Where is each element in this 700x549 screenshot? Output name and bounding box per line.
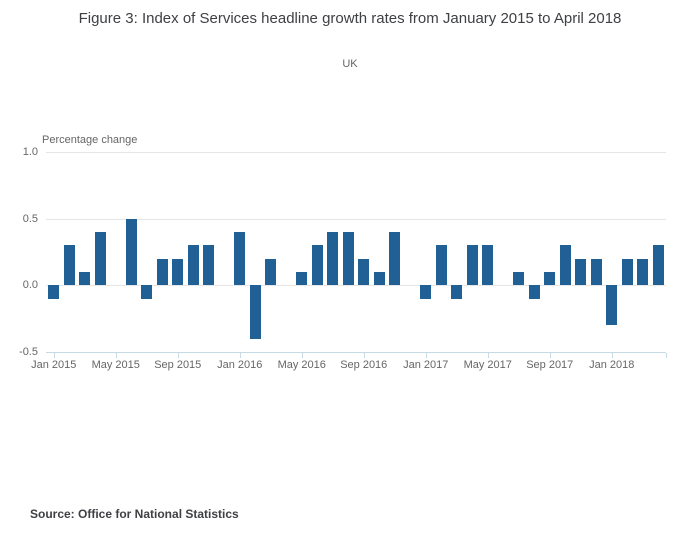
bar[interactable] xyxy=(156,258,168,286)
bar[interactable] xyxy=(528,285,540,299)
x-tick-mark xyxy=(115,353,117,358)
bar[interactable] xyxy=(606,285,618,326)
x-tick-mark xyxy=(549,353,551,358)
bar[interactable] xyxy=(513,272,525,286)
bar[interactable] xyxy=(637,258,649,286)
y-tick-label: -0.5 xyxy=(19,346,38,358)
x-axis-line xyxy=(46,352,666,353)
bar[interactable] xyxy=(358,258,370,286)
bar[interactable] xyxy=(544,272,556,286)
y-axis-title: Percentage change xyxy=(42,134,138,146)
bar[interactable] xyxy=(203,245,215,286)
x-tick-mark xyxy=(301,353,303,358)
x-tick-label: May 2016 xyxy=(277,359,326,371)
bar[interactable] xyxy=(435,245,447,286)
x-tick-label: Jan 2018 xyxy=(589,359,635,371)
x-tick-label: Jan 2016 xyxy=(217,359,263,371)
bar[interactable] xyxy=(373,272,385,286)
y-tick-label: 0.0 xyxy=(22,279,38,292)
bar[interactable] xyxy=(79,272,91,286)
bar[interactable] xyxy=(420,285,432,299)
bar[interactable] xyxy=(125,218,137,286)
bar[interactable] xyxy=(296,272,308,286)
gridline xyxy=(46,218,666,220)
x-tick-mark xyxy=(487,353,489,358)
x-tick-mark xyxy=(239,353,241,358)
source-text: Source: Office for National Statistics xyxy=(30,507,239,521)
bar[interactable] xyxy=(482,245,494,286)
x-tick-mark xyxy=(611,353,613,358)
bar[interactable] xyxy=(249,285,261,339)
bar[interactable] xyxy=(559,245,571,286)
bar[interactable] xyxy=(265,258,277,286)
x-tick-label: May 2017 xyxy=(463,359,512,371)
bar[interactable] xyxy=(234,232,246,286)
bar[interactable] xyxy=(63,245,75,286)
x-tick-label: Jan 2015 xyxy=(31,359,77,371)
x-tick-label: May 2015 xyxy=(91,359,140,371)
x-tick-label: Sep 2017 xyxy=(526,359,574,371)
gridline xyxy=(46,285,666,287)
x-tick-mark xyxy=(177,353,179,358)
bar[interactable] xyxy=(187,245,199,286)
x-tick-label: Sep 2015 xyxy=(154,359,202,371)
chart-title: Figure 3: Index of Services headline gro… xyxy=(78,10,622,27)
bar[interactable] xyxy=(327,232,339,286)
bar[interactable] xyxy=(652,245,664,286)
bar[interactable] xyxy=(48,285,60,299)
bar[interactable] xyxy=(342,232,354,286)
plot-area: Jan 2015 May 2015 Sep 2015 Jan 2016 May 2016… xyxy=(31,152,667,371)
x-tick-mark xyxy=(666,353,667,358)
bar[interactable] xyxy=(466,245,478,286)
bar[interactable] xyxy=(389,232,401,286)
x-tick-mark xyxy=(53,353,55,358)
bar[interactable] xyxy=(451,285,463,299)
bar[interactable] xyxy=(172,258,184,286)
x-tick-mark xyxy=(425,353,427,358)
y-tick-label: 0.5 xyxy=(22,212,38,225)
bar[interactable] xyxy=(141,285,153,299)
bar[interactable] xyxy=(311,245,323,286)
chart-subtitle: UK xyxy=(342,58,358,70)
gridline xyxy=(46,152,666,153)
x-tick-label: Sep 2016 xyxy=(340,359,388,371)
bar[interactable] xyxy=(94,232,106,286)
bar[interactable] xyxy=(621,258,633,286)
x-tick-label: Jan 2017 xyxy=(403,359,449,371)
y-tick-label: 1.0 xyxy=(22,146,38,158)
bar[interactable] xyxy=(575,258,587,286)
x-tick-mark xyxy=(363,353,365,358)
bar[interactable] xyxy=(590,258,602,286)
